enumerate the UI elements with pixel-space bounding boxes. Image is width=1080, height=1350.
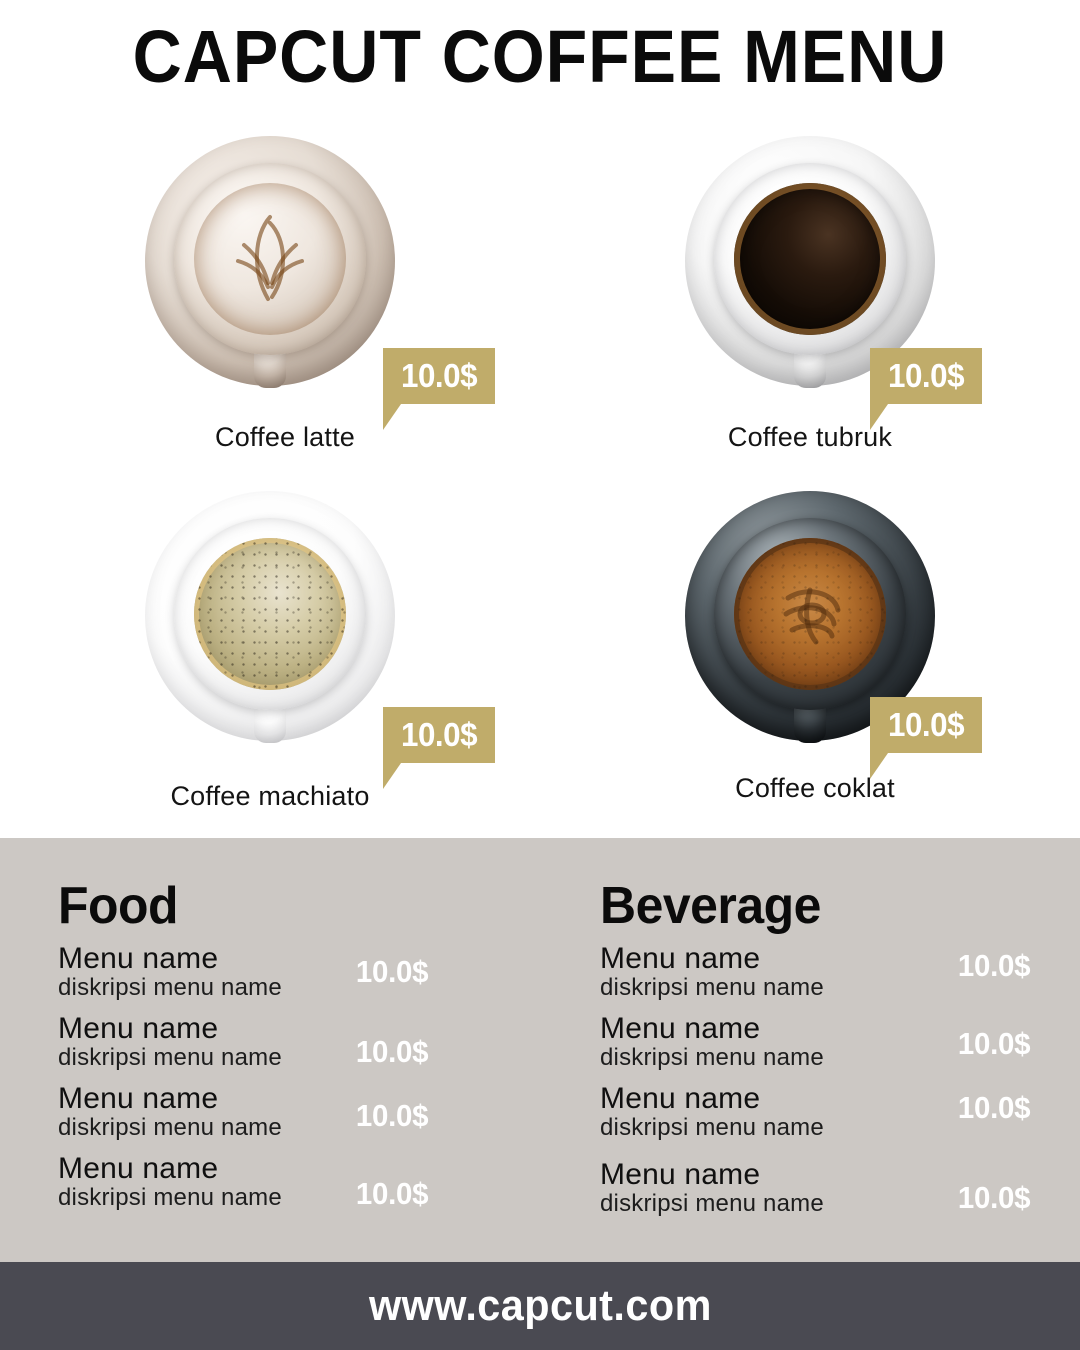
price-tag: 10.0$: [870, 348, 982, 430]
machiato-cup-image: [145, 491, 395, 743]
coffee-surface: [734, 538, 886, 690]
price-tag-tail: [870, 753, 888, 779]
cup: [174, 518, 366, 710]
coffee-grid: 10.0$ Coffee latte 10.0$ Coffee tubruk: [0, 130, 1080, 830]
beverage-heading: Beverage: [600, 877, 821, 935]
website-url[interactable]: www.capcut.com: [368, 1281, 712, 1330]
menu-item-price: 10.0$: [355, 1176, 429, 1211]
coffee-card-coklat[interactable]: 10.0$ Coffee coklat: [540, 485, 1080, 835]
cocoa-latte-art-icon: [783, 587, 841, 645]
menu-panel: Food Menu name diskripsi menu name 10.0$…: [0, 838, 1080, 1262]
cup: [174, 163, 366, 355]
price-tag-tail: [383, 763, 401, 789]
menu-item-desc: diskripsi menu name: [58, 1043, 282, 1071]
price-tag-tail: [870, 404, 888, 430]
menu-item-desc: diskripsi menu name: [600, 1043, 824, 1071]
price-tag: 10.0$: [383, 348, 495, 430]
menu-row[interactable]: Menu name diskripsi menu name 10.0$: [58, 1082, 538, 1154]
cocoa-speckles: [734, 538, 886, 690]
menu-item-desc: diskripsi menu name: [58, 1183, 282, 1211]
price-value: 10.0$: [400, 716, 478, 753]
menu-item-price: 10.0$: [355, 1098, 429, 1133]
page-title: CAPCUT COFFEE MENU: [132, 15, 948, 98]
coffee-card-tubruk[interactable]: 10.0$ Coffee tubruk: [540, 130, 1080, 480]
menu-item-desc: diskripsi menu name: [600, 1189, 824, 1217]
coffee-surface: [194, 183, 346, 335]
menu-item-name: Menu name: [58, 1152, 219, 1185]
menu-row[interactable]: Menu name diskripsi menu name 10.0$: [58, 1152, 538, 1224]
crema-speckles: [194, 538, 346, 690]
coklat-cup-image: [685, 491, 935, 743]
menu-item-desc: diskripsi menu name: [600, 1113, 824, 1141]
coffee-card-machiato[interactable]: 10.0$ Coffee machiato: [0, 485, 540, 835]
menu-row[interactable]: Menu name diskripsi menu name 10.0$: [58, 942, 538, 1014]
menu-item-name: Menu name: [600, 1082, 761, 1115]
coffee-name-label: Coffee coklat: [735, 773, 895, 803]
menu-item-price: 10.0$: [957, 1090, 1031, 1125]
menu-item-price: 10.0$: [957, 1180, 1031, 1215]
menu-row[interactable]: Menu name diskripsi menu name 10.0$: [600, 1082, 1080, 1160]
coffee-name-label: Coffee machiato: [170, 781, 370, 811]
price-tag-tail: [383, 404, 401, 430]
footer-bar: www.capcut.com: [0, 1262, 1080, 1350]
menu-item-price: 10.0$: [957, 1026, 1031, 1061]
coffee-name-label: Coffee tubruk: [727, 422, 893, 452]
menu-row[interactable]: Menu name diskripsi menu name 10.0$: [600, 942, 1080, 1014]
coffee-surface: [194, 538, 346, 690]
menu-row[interactable]: Menu name diskripsi menu name 10.0$: [58, 1012, 538, 1084]
price-value: 10.0$: [400, 357, 478, 394]
menu-item-name: Menu name: [600, 942, 761, 975]
coffee-name-label: Coffee latte: [215, 422, 355, 452]
menu-row[interactable]: Menu name diskripsi menu name 10.0$: [600, 1158, 1080, 1230]
menu-item-desc: diskripsi menu name: [600, 973, 824, 1001]
menu-item-price: 10.0$: [957, 948, 1031, 983]
menu-item-desc: diskripsi menu name: [58, 973, 282, 1001]
menu-item-name: Menu name: [58, 1082, 219, 1115]
cup: [714, 518, 906, 710]
tubruk-cup-image: [685, 136, 935, 388]
price-tag: 10.0$: [383, 707, 495, 789]
menu-item-desc: diskripsi menu name: [58, 1113, 282, 1141]
menu-item-name: Menu name: [58, 942, 219, 975]
latte-cup-image: [145, 136, 395, 388]
beverage-column: Beverage Menu name diskripsi menu name 1…: [600, 880, 1080, 1230]
price-value: 10.0$: [887, 706, 965, 743]
coffee-card-latte[interactable]: 10.0$ Coffee latte: [0, 130, 540, 480]
menu-item-name: Menu name: [58, 1012, 219, 1045]
price-value: 10.0$: [887, 357, 965, 394]
coffee-surface: [734, 183, 886, 335]
food-heading: Food: [58, 877, 179, 935]
food-column: Food Menu name diskripsi menu name 10.0$…: [58, 880, 538, 1224]
menu-item-name: Menu name: [600, 1012, 761, 1045]
rosetta-latte-art-icon: [236, 215, 304, 301]
menu-item-name: Menu name: [600, 1158, 761, 1191]
cup: [714, 163, 906, 355]
menu-item-price: 10.0$: [355, 1034, 429, 1069]
price-tag: 10.0$: [870, 697, 982, 779]
menu-item-price: 10.0$: [355, 954, 429, 989]
menu-row[interactable]: Menu name diskripsi menu name 10.0$: [600, 1012, 1080, 1084]
